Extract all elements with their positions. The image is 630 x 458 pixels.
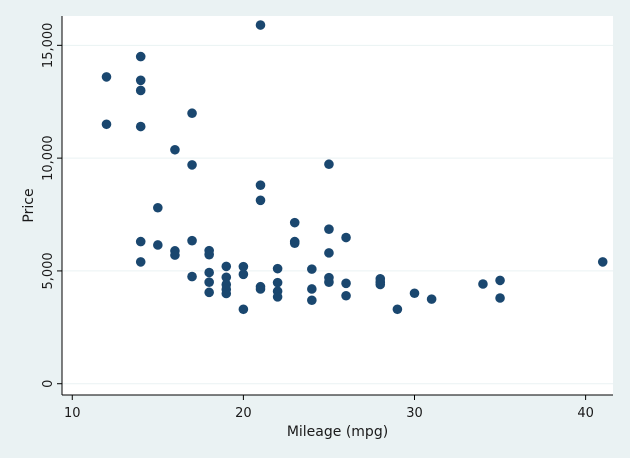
data-point <box>426 294 437 304</box>
y-tick-label: 10,000 <box>41 135 56 181</box>
data-point <box>221 288 232 299</box>
data-point <box>170 144 180 155</box>
y-tick-label: 5,000 <box>41 252 56 289</box>
data-point <box>204 287 214 298</box>
data-point <box>324 224 334 234</box>
data-points <box>101 20 608 315</box>
data-point <box>341 232 351 243</box>
gridlines <box>62 44 613 385</box>
data-point <box>495 293 505 303</box>
data-point <box>204 249 214 260</box>
data-point <box>597 257 608 267</box>
data-point <box>135 236 146 247</box>
data-point <box>187 271 197 282</box>
data-point <box>101 119 112 130</box>
data-point <box>324 248 334 258</box>
data-point <box>170 250 180 260</box>
data-point <box>238 261 249 272</box>
data-point <box>255 195 266 206</box>
data-point <box>153 202 163 213</box>
data-point <box>135 257 146 267</box>
data-point <box>307 284 317 294</box>
data-point <box>187 160 197 170</box>
data-point <box>324 277 334 288</box>
y-axis-title: Price <box>21 188 37 222</box>
x-tick-label: 30 <box>406 406 423 421</box>
data-point <box>289 217 300 228</box>
data-point <box>255 180 266 190</box>
data-point <box>221 272 232 283</box>
data-point <box>187 235 197 246</box>
x-tick-label: 20 <box>235 406 252 421</box>
data-point <box>272 292 283 302</box>
data-point <box>289 238 300 248</box>
data-point <box>101 72 112 82</box>
data-point <box>255 20 266 30</box>
data-point <box>135 51 146 62</box>
x-axis-ticks: 10 20 30 40 <box>64 395 594 421</box>
data-point <box>135 85 146 96</box>
data-point <box>375 279 386 290</box>
data-point <box>204 277 214 288</box>
data-point <box>272 277 283 288</box>
data-point <box>238 269 249 280</box>
data-point <box>478 279 488 289</box>
data-point <box>495 275 505 286</box>
data-point <box>153 240 163 250</box>
x-tick-label: 10 <box>64 406 81 421</box>
data-point <box>238 304 249 315</box>
data-point <box>204 267 214 278</box>
data-point <box>135 75 146 86</box>
data-point <box>221 261 232 272</box>
y-tick-label: 15,000 <box>41 23 56 68</box>
data-point <box>409 288 420 299</box>
x-axis-title: Mileage (mpg) <box>287 424 388 440</box>
data-point <box>307 264 317 274</box>
data-point <box>135 121 146 132</box>
x-tick-label: 40 <box>577 406 594 421</box>
plot-area <box>62 16 613 395</box>
data-point <box>272 263 283 274</box>
data-point <box>307 295 317 306</box>
data-point <box>255 284 266 294</box>
data-point <box>392 304 403 315</box>
data-point <box>341 290 351 301</box>
data-point <box>324 159 334 170</box>
y-tick-label: 0 <box>41 380 56 388</box>
data-point <box>187 108 197 119</box>
y-axis-ticks: 0 5,000 10,000 15,000 <box>41 23 62 388</box>
data-point <box>341 278 351 289</box>
